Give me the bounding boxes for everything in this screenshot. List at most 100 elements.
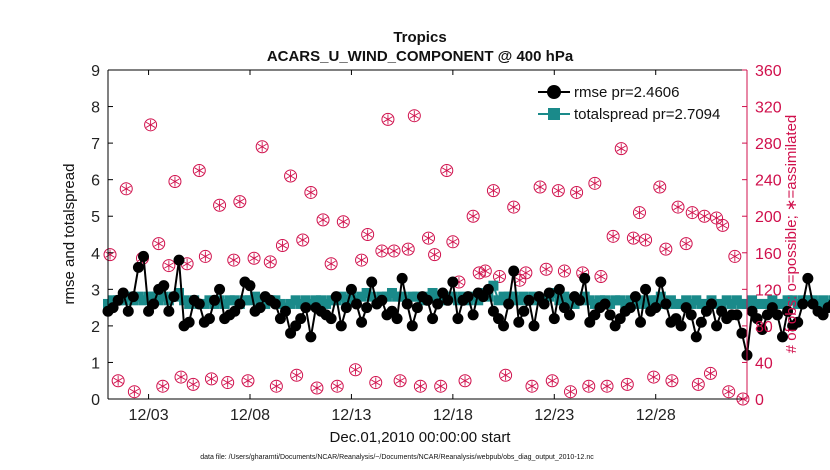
rmse-point [655,276,667,288]
x-tick-label: 12/18 [433,407,473,424]
rmse-point [422,294,433,306]
obs-possible-point [336,215,350,229]
obs-assimilated-point [291,370,302,381]
rmse-point [244,280,256,292]
obs-assimilated-point [565,386,576,397]
obs-possible-point [679,237,693,251]
obs-assimilated-point [655,181,665,192]
data-file-footnote: data file: /Users/gharamti/Documents/NCA… [200,454,594,461]
obs-assimilated-point [535,181,545,192]
rmse-point [330,291,342,303]
totalspread-point [361,287,372,298]
rmse-point [447,276,459,288]
rmse-point [173,254,185,266]
rmse-point [736,327,748,339]
right-y-tick-label: 40 [755,355,773,372]
totalspread-point [610,295,621,306]
obs-assimilated-point [229,255,239,266]
rmse-point [168,291,180,303]
rmse-point [543,287,555,299]
obs-assimilated-point [158,381,168,392]
obs-possible-point [381,112,395,126]
rmse-point [158,280,170,292]
obs-assimilated-point [403,244,413,255]
rmse-point [300,302,312,314]
obs-assimilated-point [590,178,600,189]
obs-assimilated-point [640,234,651,245]
totalspread-point [381,291,392,302]
rmse-point [482,283,494,295]
totalspread-point [245,295,255,306]
rmse-point [462,291,474,303]
totalspread-point [721,295,732,306]
obs-possible-point [446,235,460,249]
obs-possible-point [241,374,255,388]
obs-possible-point [564,385,578,399]
obs-assimilated-point [206,373,217,384]
rmse-point [396,272,408,284]
obs-possible-point [174,370,188,384]
rmse-point [574,294,586,306]
obs-assimilated-point [521,267,531,278]
totalspread-point [143,291,154,302]
totalspread-point [397,291,408,302]
rmse-point [376,294,388,306]
obs-assimilated-point [222,377,233,388]
obs-possible-point [728,249,742,263]
totalspread-point [316,295,326,306]
rmse-point [528,320,540,332]
obs-assimilated-point [442,165,452,176]
obs-possible-point [539,262,553,276]
rmse-point [305,331,317,343]
x-tick-label: 12/13 [331,407,371,424]
totalspread-point [219,298,230,309]
rmse-point [508,265,520,277]
rmse-point [802,272,814,284]
rmse-point [340,302,352,314]
totalspread-point [305,298,316,309]
rmse-point [624,302,636,314]
rmse-point [269,298,281,310]
obs-assimilated-point [265,256,276,267]
rmse-point [467,309,479,321]
obs-possible-point [221,376,235,390]
totalspread-point [620,298,631,309]
obs-possible-point [119,182,133,196]
obs-assimilated-point [687,207,697,218]
rmse-point [777,331,788,343]
obs-possible-point [393,374,407,388]
rmse-point [391,313,403,325]
rmse-point [797,298,809,310]
totalspread-point [326,295,337,306]
totalspread-point [300,295,311,306]
left-y-tick-label: 2 [91,319,100,336]
rmse-point [214,283,226,295]
right-y-tick-label: 280 [755,136,782,153]
rmse-point [209,294,220,306]
x-tick-label: 12/28 [636,407,676,424]
totalspread-point [224,295,235,306]
obs-assimilated-point [608,231,618,242]
obs-assimilated-point [634,207,645,218]
obs-assimilated-point [628,233,639,244]
totalspread-point [473,295,484,306]
rmse-point [503,298,515,310]
rmse-point [695,316,707,328]
rmse-point [640,283,652,295]
totalspread-point [554,295,565,306]
obs-assimilated-point [298,234,308,245]
obs-assimilated-point [547,375,557,386]
chart-title: Tropics [393,29,446,46]
right-y-tick-label: 360 [755,63,782,80]
rmse-point [335,320,347,332]
right-y-tick-label: 120 [755,282,782,299]
legend-rmse-marker [547,85,561,99]
rmse-point [599,298,611,310]
obs-possible-point [594,270,608,284]
totalspread-point [321,298,332,309]
obs-assimilated-point [318,214,328,225]
obs-assimilated-point [596,271,606,282]
right-y-tick-label: 160 [755,246,782,263]
totalspread-point [716,298,727,309]
obs-assimilated-point [312,383,322,394]
